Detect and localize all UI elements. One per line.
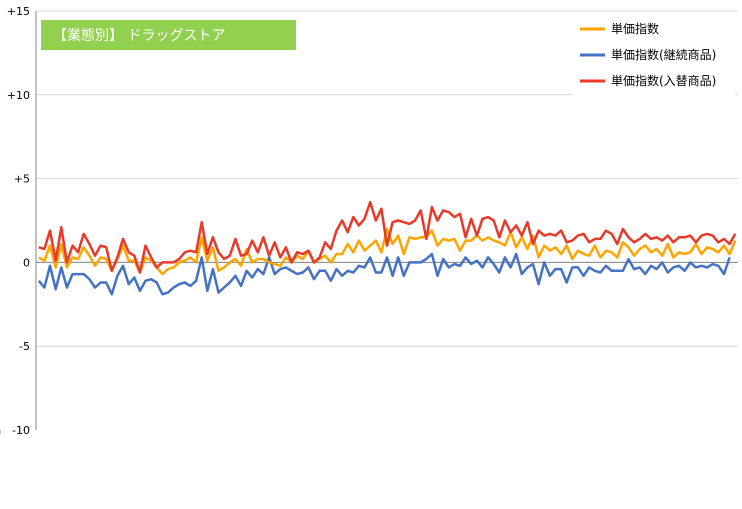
chart-title: 【業態別】 ドラッグストア [53, 28, 225, 44]
y-tick-label: -10 [12, 424, 30, 437]
y-tick-label: +15 [7, 5, 30, 18]
series-lines [37, 200, 737, 296]
legend-label-unit-price-index-replacement: 単価指数(入替商品) [611, 73, 716, 88]
y-tick-label: -5 [19, 340, 30, 353]
legend: 単価指数 単価指数(継続商品) 単価指数(入替商品) [572, 12, 735, 98]
legend-label-unit-price-index-continuing: 単価指数(継続商品) [611, 47, 716, 62]
y-tick-label: +10 [7, 89, 30, 102]
y-tick-label: +5 [14, 173, 30, 186]
series-line-unit-price-index-replacement [38, 200, 737, 274]
y-tick-label: 0 [23, 256, 30, 269]
y-tick-labels: +15 +10 +5 0 -5 -10 [7, 5, 30, 437]
chart-title-background [41, 20, 296, 50]
series-line-unit-price-index-continuing [37, 252, 731, 296]
chart-title-box: 【業態別】 ドラッグストア [41, 20, 296, 50]
legend-label-unit-price-index: 単価指数 [611, 21, 659, 36]
